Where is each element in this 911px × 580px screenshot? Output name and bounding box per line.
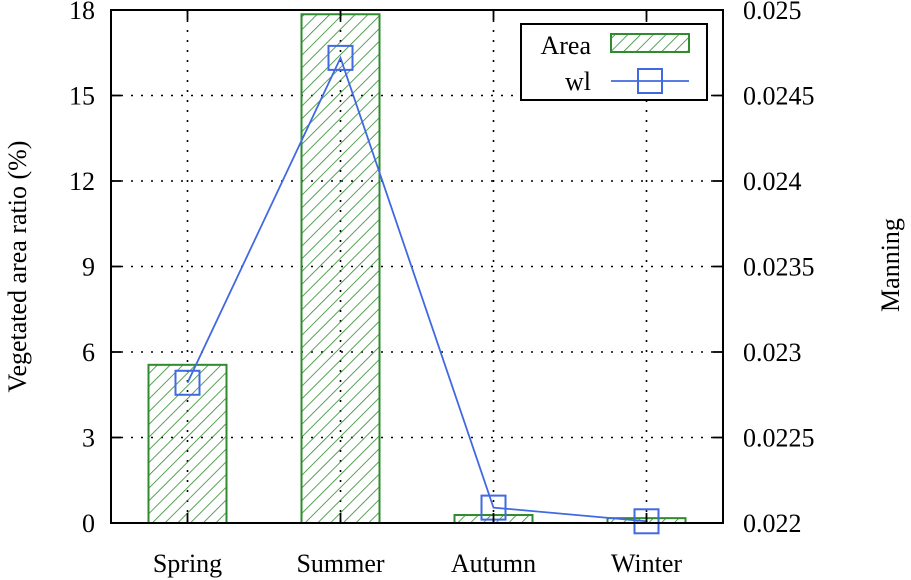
y-tick-label: 12: [69, 167, 95, 196]
legend-label-wl: wl: [565, 67, 591, 96]
y-tick-label: 0: [82, 509, 95, 538]
legend-swatch-wl-marker: [637, 68, 663, 94]
y2-tick-label: 0.022: [743, 509, 802, 538]
bar-area: [147, 363, 228, 525]
x-tick-label: Summer: [296, 549, 384, 578]
line-wl-marker: [174, 369, 201, 396]
line-wl-marker: [327, 44, 354, 71]
y2-tick-label: 0.023: [743, 338, 802, 367]
y2-tick-label: 0.024: [743, 167, 802, 196]
legend-label-area: Area: [540, 31, 591, 60]
tick-labels: 0 3 6 9 12 15 18 0.022 0.0225 0.023 0.0235 0.024 0.0…: [69, 0, 815, 578]
x-tick-label: Winter: [611, 549, 682, 578]
line-wl-path: [186, 55, 647, 523]
legend: Area wl: [520, 23, 708, 101]
y2-tick-label: 0.0235: [743, 253, 815, 282]
line-wl-marker: [633, 508, 660, 535]
y-axis-title: Vegetated area ratio (%): [3, 141, 32, 393]
y2-axis-title: Manning: [876, 218, 905, 312]
y-tick-label: 6: [82, 338, 95, 367]
y2-tick-label: 0.0225: [743, 424, 815, 453]
y2-tick-label: 0.0245: [743, 82, 815, 111]
axis-ticks: [111, 9, 723, 524]
bar-area: [300, 13, 381, 525]
x-tick-label: Spring: [153, 549, 222, 578]
y-tick-label: 3: [82, 424, 95, 453]
y-tick-label: 15: [69, 82, 95, 111]
line-series-wl: [174, 44, 660, 535]
legend-swatch-area: [610, 33, 690, 53]
x-tick-label: Autumn: [451, 549, 536, 578]
y-tick-label: 18: [69, 0, 95, 25]
y2-tick-label: 0.025: [743, 0, 802, 25]
y-tick-label: 9: [82, 253, 95, 282]
